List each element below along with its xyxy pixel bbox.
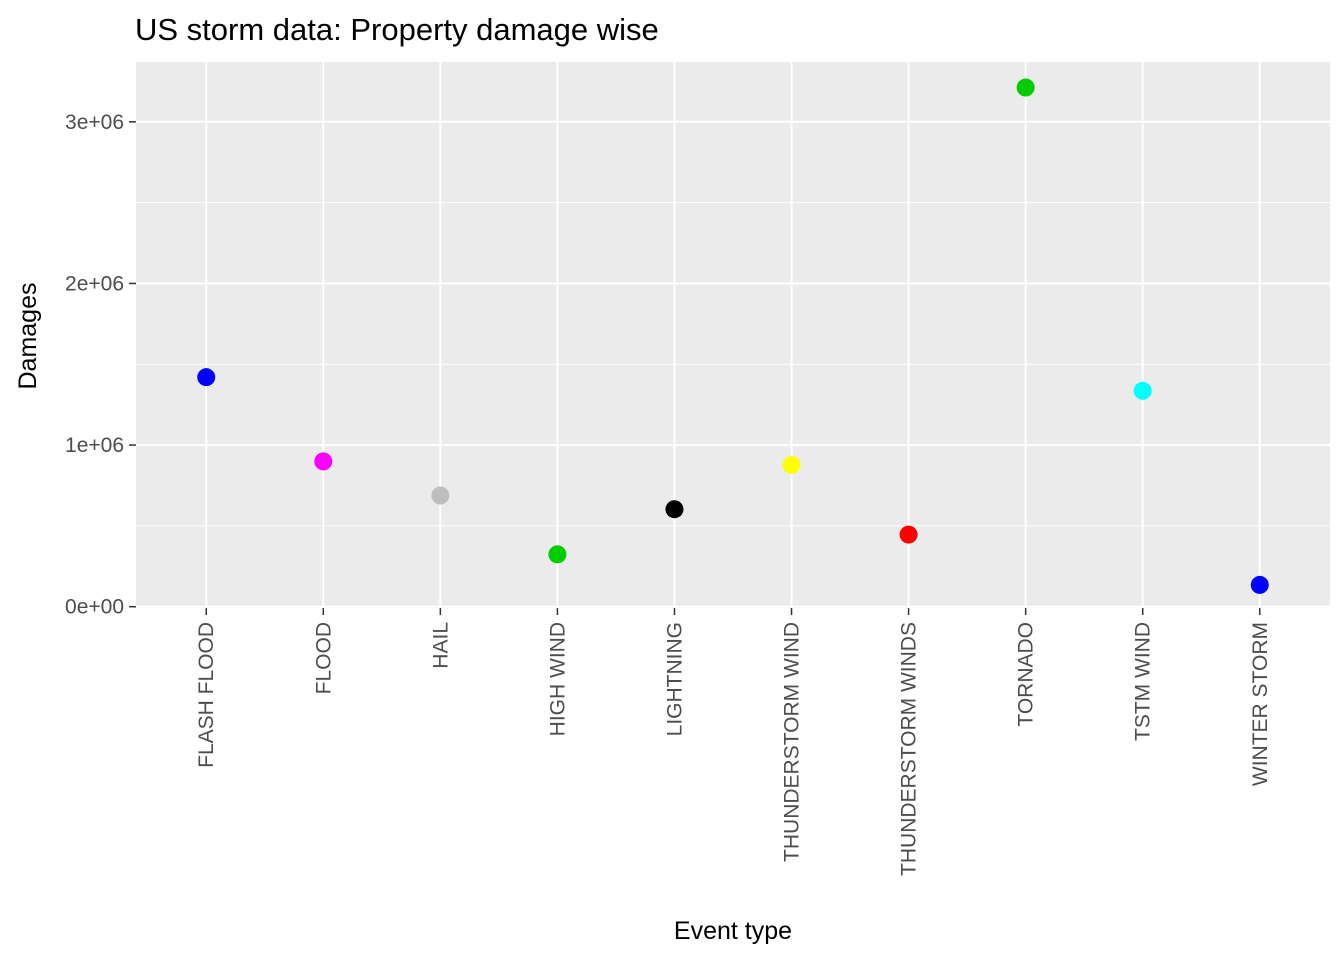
- data-point: [782, 455, 801, 474]
- grid-lines: [136, 62, 1330, 608]
- plot-panel: [136, 62, 1330, 608]
- chart-title: US storm data: Property damage wise: [135, 12, 659, 47]
- x-tick-label: HAIL: [429, 622, 452, 669]
- x-tick-label: THUNDERSTORM WINDS: [898, 622, 921, 876]
- y-tick-label: 1e+06: [65, 434, 124, 457]
- x-tick-label: THUNDERSTORM WIND: [781, 622, 804, 862]
- x-tick-label: LIGHTNING: [663, 622, 686, 736]
- y-tick-label: 2e+06: [65, 272, 124, 295]
- data-point: [197, 368, 216, 387]
- x-tick-label: FLOOD: [312, 622, 335, 694]
- data-point: [314, 452, 333, 471]
- data-point: [899, 525, 918, 544]
- data-point: [431, 486, 450, 505]
- y-tick-label: 3e+06: [65, 111, 124, 134]
- data-point: [1250, 575, 1269, 594]
- y-axis-title: Damages: [14, 283, 42, 390]
- x-tick-label: WINTER STORM: [1249, 622, 1272, 786]
- x-tick-label: TSTM WIND: [1132, 622, 1155, 741]
- x-tick-label: TORNADO: [1015, 622, 1038, 727]
- x-tick-label: FLASH FLOOD: [195, 622, 218, 768]
- data-point: [1133, 381, 1152, 400]
- data-point: [1016, 78, 1035, 97]
- x-tick-label: HIGH WIND: [546, 622, 569, 736]
- data-point: [548, 545, 567, 564]
- y-axis: 0e+00 1e+06 2e+06 3e+06: [65, 111, 136, 619]
- x-axis-title: Event type: [674, 917, 792, 945]
- y-tick-label: 0e+00: [65, 596, 124, 619]
- data-points: [197, 78, 1269, 594]
- x-axis: FLASH FLOOD FLOOD HAIL HIGH WIND LIGHTNING TH…: [195, 608, 1272, 876]
- data-point: [665, 500, 684, 519]
